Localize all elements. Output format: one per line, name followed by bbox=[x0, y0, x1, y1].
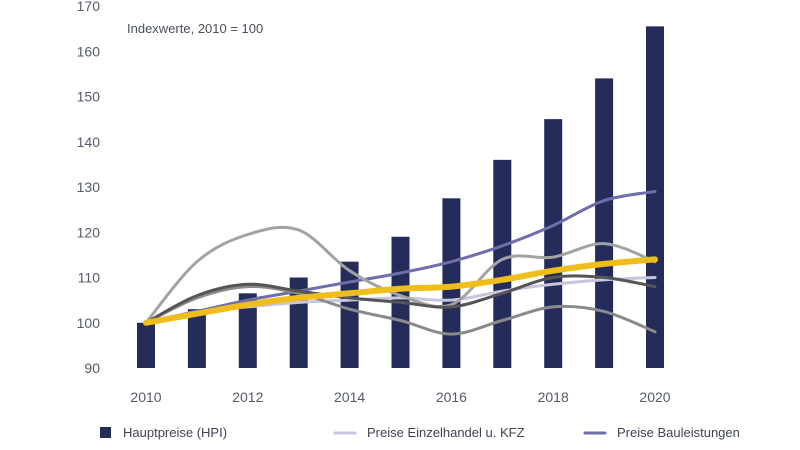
y-tick-label: 120 bbox=[77, 224, 101, 240]
legend-label: Hauptpreise (HPI) bbox=[123, 425, 227, 440]
legend-marker bbox=[100, 427, 111, 438]
bar-hpi-2019 bbox=[595, 78, 614, 369]
bar-hpi-2016 bbox=[442, 198, 461, 368]
x-tick-label: 2020 bbox=[639, 389, 670, 405]
x-tick-label: 2014 bbox=[334, 389, 365, 405]
y-tick-label: 90 bbox=[84, 360, 100, 376]
x-tick-label: 2010 bbox=[130, 389, 161, 405]
chart-annotation: Indexwerte, 2010 = 100 bbox=[127, 21, 263, 36]
line-series-5 bbox=[144, 274, 657, 325]
x-tick-label: 2012 bbox=[232, 389, 263, 405]
bar-hpi-2018 bbox=[544, 119, 563, 368]
line-series-2 bbox=[144, 190, 657, 325]
y-tick-label: 100 bbox=[77, 315, 101, 331]
y-tick-label: 160 bbox=[77, 43, 101, 59]
bar-hpi-2020 bbox=[646, 26, 664, 369]
line-series-6 bbox=[143, 256, 658, 326]
bar-series bbox=[137, 26, 664, 369]
line-series-4 bbox=[144, 285, 657, 336]
bar-hpi-2010 bbox=[137, 322, 155, 368]
bar-hpi-2014 bbox=[340, 261, 359, 368]
y-axis: 90 100 110 120 130 140 150 160 170 bbox=[77, 0, 101, 376]
legend-label: Preise Einzelhandel u. KFZ bbox=[367, 425, 525, 440]
bar-hpi-2012 bbox=[238, 293, 257, 368]
x-tick-label: 2018 bbox=[538, 389, 569, 405]
bar-hpi-2017 bbox=[493, 159, 512, 368]
y-tick-label: 150 bbox=[77, 89, 101, 105]
y-tick-label: 130 bbox=[77, 179, 101, 195]
x-tick-label: 2016 bbox=[436, 389, 467, 405]
x-axis: 2010 2012 2014 2016 2018 2020 bbox=[130, 389, 670, 405]
y-tick-label: 170 bbox=[77, 0, 101, 14]
line-series bbox=[143, 190, 658, 336]
y-tick-label: 110 bbox=[78, 270, 101, 286]
bar-hpi-2011 bbox=[187, 309, 206, 368]
y-tick-label: 140 bbox=[77, 134, 101, 150]
legend: Hauptpreise (HPI) Preise Einzelhandel u. … bbox=[100, 425, 740, 440]
legend-label: Preise Bauleistungen bbox=[617, 425, 740, 440]
line-series-3 bbox=[144, 225, 657, 325]
